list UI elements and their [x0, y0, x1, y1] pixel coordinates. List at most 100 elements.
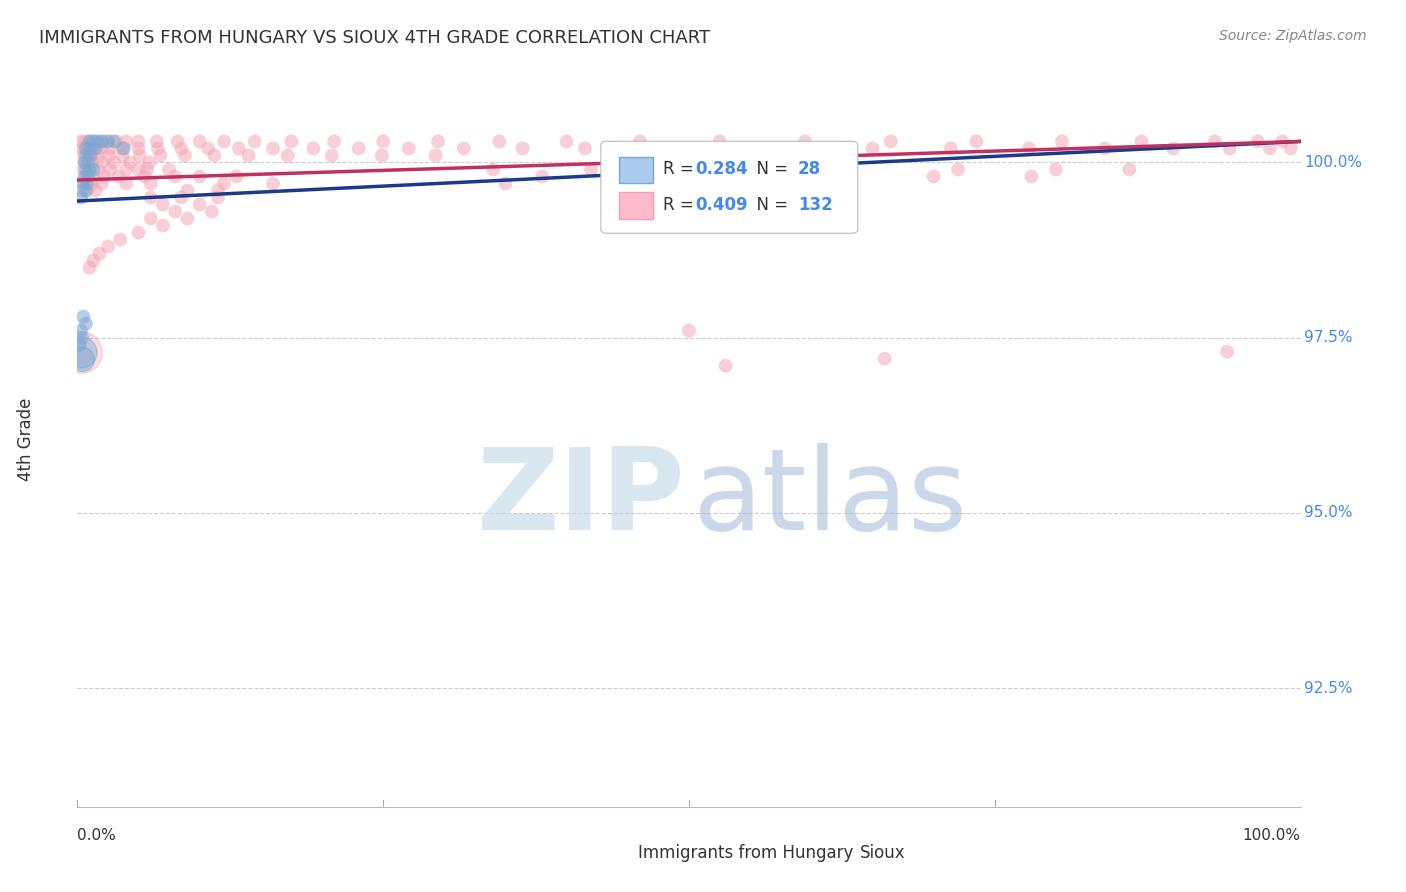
Point: [127, 226, 149, 240]
Point: [97, 135, 120, 149]
Point: [93, 169, 115, 184]
Bar: [619, 157, 654, 183]
Point: [280, 135, 302, 149]
Point: [76, 184, 98, 198]
Point: [75, 141, 97, 155]
Point: [238, 148, 260, 162]
Text: 132: 132: [797, 196, 832, 214]
Bar: [619, 192, 654, 219]
Point: [740, 169, 762, 184]
Point: [80, 177, 103, 191]
Point: [84, 135, 107, 149]
Point: [79, 148, 101, 162]
Point: [555, 135, 578, 149]
Point: [170, 141, 193, 155]
Point: [70, 135, 93, 149]
Point: [79, 162, 101, 177]
FancyBboxPatch shape: [600, 141, 858, 234]
Point: [70, 190, 93, 204]
Point: [1258, 141, 1281, 155]
Point: [70, 331, 93, 345]
Point: [73, 155, 96, 169]
Point: [76, 141, 98, 155]
Point: [111, 148, 134, 162]
Point: [75, 162, 97, 177]
Point: [188, 197, 211, 211]
Text: 0.284: 0.284: [695, 161, 748, 178]
Point: [70, 184, 93, 198]
Point: [347, 141, 370, 155]
Text: N =: N =: [747, 161, 794, 178]
Point: [425, 148, 447, 162]
Point: [786, 141, 808, 155]
Point: [228, 141, 250, 155]
Point: [105, 135, 128, 149]
Point: [152, 219, 174, 233]
Point: [212, 135, 235, 149]
Point: [108, 233, 131, 247]
Point: [678, 324, 700, 338]
Point: [136, 162, 159, 177]
Point: [134, 169, 156, 184]
Point: [72, 148, 94, 162]
Point: [243, 135, 266, 149]
Point: [371, 135, 394, 149]
Point: [1050, 135, 1073, 149]
Text: 28: 28: [797, 161, 821, 178]
Point: [82, 253, 104, 268]
Point: [84, 141, 107, 155]
Point: [90, 135, 112, 149]
Point: [69, 337, 91, 351]
Point: [482, 162, 505, 177]
Point: [302, 141, 325, 155]
Point: [512, 141, 534, 155]
Point: [207, 190, 229, 204]
Text: 0.409: 0.409: [695, 196, 748, 214]
Point: [97, 135, 120, 149]
Point: [628, 135, 651, 149]
Point: [794, 135, 817, 149]
Point: [72, 177, 94, 191]
Point: [79, 260, 101, 275]
Point: [574, 141, 596, 155]
Point: [880, 135, 903, 149]
Point: [90, 177, 112, 191]
Point: [321, 148, 343, 162]
Point: [1279, 141, 1302, 155]
Point: [157, 162, 180, 177]
Point: [82, 162, 104, 177]
Point: [87, 162, 110, 177]
Point: [212, 177, 235, 191]
Point: [1130, 135, 1153, 149]
Point: [103, 135, 125, 149]
Point: [97, 239, 120, 253]
Bar: [589, 844, 626, 862]
Point: [73, 177, 96, 191]
Point: [174, 148, 197, 162]
Point: [579, 162, 602, 177]
Point: [127, 135, 149, 149]
Point: [108, 169, 131, 184]
Point: [1216, 344, 1239, 359]
Point: [371, 148, 394, 162]
Point: [77, 155, 100, 169]
Point: [1204, 135, 1226, 149]
Point: [262, 141, 284, 155]
Point: [70, 351, 93, 366]
Point: [79, 162, 101, 177]
Point: [128, 148, 150, 162]
Point: [90, 135, 112, 149]
Point: [488, 135, 510, 149]
Text: 100.0%: 100.0%: [1243, 829, 1301, 843]
Point: [73, 169, 96, 184]
Point: [70, 141, 93, 155]
Point: [75, 184, 97, 198]
Point: [605, 177, 627, 191]
Text: 0.0%: 0.0%: [77, 829, 117, 843]
Point: [139, 177, 162, 191]
Point: [77, 169, 100, 184]
Point: [82, 135, 104, 149]
Point: [146, 135, 169, 149]
Text: atlas: atlas: [693, 442, 967, 554]
Text: R =: R =: [664, 161, 699, 178]
